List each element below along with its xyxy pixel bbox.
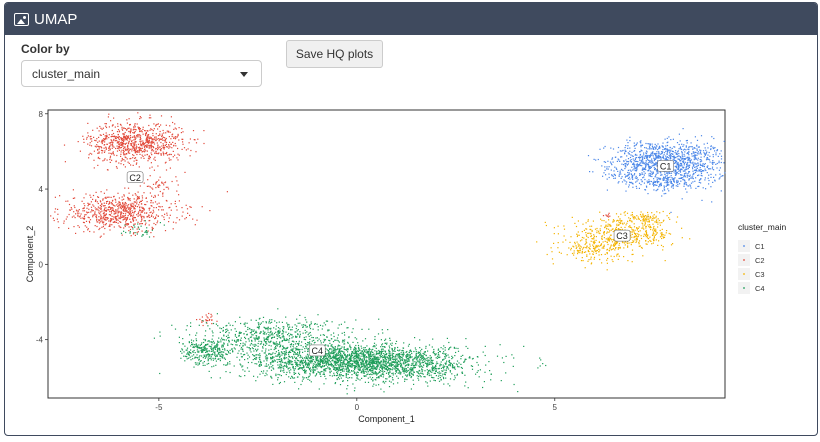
y-axis-title: Component_2 <box>25 226 35 283</box>
panel-title: UMAP <box>34 10 78 28</box>
color-by-label: Color by <box>21 42 70 56</box>
legend-label-c4: C4 <box>755 284 765 293</box>
save-hq-plots-button[interactable]: Save HQ plots <box>286 40 383 68</box>
cluster-label-box-c1 <box>657 160 674 172</box>
series-c4-points <box>120 220 547 395</box>
cluster-label-c2: C2 <box>129 173 141 183</box>
caret-down-icon <box>240 72 248 77</box>
x-tick-label: 5 <box>553 403 558 412</box>
color-by-select[interactable]: cluster_main <box>21 60 262 87</box>
y-tick-label: 8 <box>39 110 44 119</box>
cluster-label-box-c2 <box>126 171 144 184</box>
y-tick-label: -4 <box>36 336 44 345</box>
legend-point-c1 <box>743 245 745 247</box>
umap-scatter-plot: C1 C2 C3 C4 -5 0 5 -4 0 4 8 Component_1 Component_2 c… <box>25 109 786 424</box>
cluster-label-c4: C4 <box>311 346 323 356</box>
x-axis-title: Component_1 <box>358 414 415 424</box>
panel-header: UMAP <box>5 3 817 35</box>
cluster-label-c1: C1 <box>660 161 672 171</box>
legend-label-c3: C3 <box>755 270 765 279</box>
legend-label-c1: C1 <box>755 242 765 251</box>
series-c2-points <box>50 112 611 327</box>
cluster-label-c3: C3 <box>616 231 628 241</box>
legend-point-c3 <box>743 273 745 275</box>
legend-point-c2 <box>743 259 745 261</box>
x-tick-label: 0 <box>355 403 360 412</box>
y-tick-label: 4 <box>39 185 44 194</box>
legend-point-c4 <box>743 287 745 289</box>
legend-label-c2: C2 <box>755 256 765 265</box>
image-icon <box>14 12 29 26</box>
cluster-label-box-c3 <box>613 229 631 242</box>
cluster-label-box-c4 <box>308 344 326 357</box>
legend-title: cluster_main <box>738 222 786 232</box>
x-tick-label: -5 <box>155 403 163 412</box>
y-tick-label: 0 <box>39 260 44 269</box>
color-by-value: cluster_main <box>32 67 101 81</box>
